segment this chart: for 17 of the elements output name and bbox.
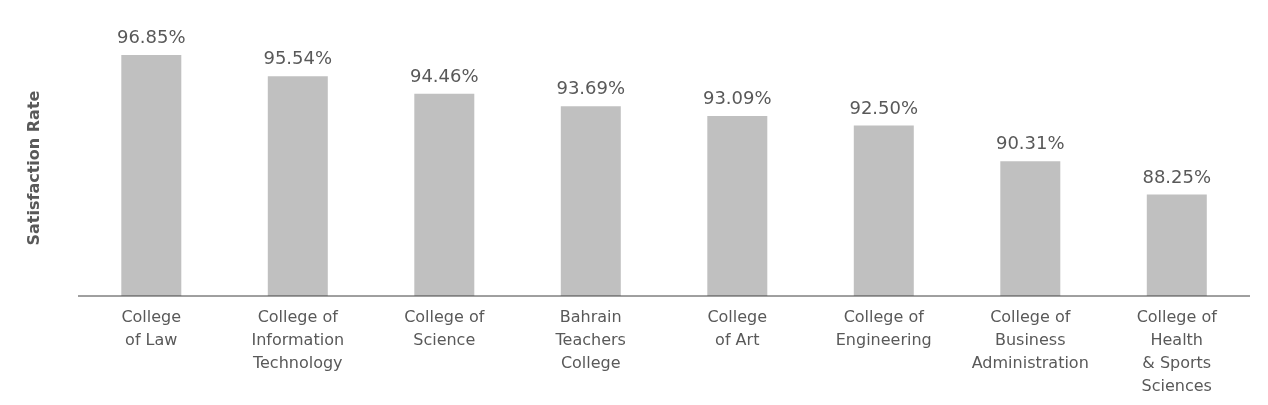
x-tick-label: College of Science bbox=[404, 307, 485, 349]
x-tick-label: Bahrain Teachers College bbox=[554, 307, 626, 372]
x-tick-label: College of Law bbox=[121, 307, 182, 349]
x-tick-label: College of Engineering bbox=[835, 307, 932, 349]
x-tick-label: College of Information Technology bbox=[251, 307, 345, 372]
x-tick-label: College of Art bbox=[707, 307, 768, 349]
x-tick-label: College of Business Administration bbox=[971, 307, 1089, 372]
data-label: 96.85% bbox=[116, 26, 186, 47]
data-label: 94.46% bbox=[409, 64, 479, 86]
data-label: 93.09% bbox=[702, 87, 772, 109]
data-label: 93.69% bbox=[556, 77, 626, 99]
data-label: 88.25% bbox=[1142, 165, 1212, 187]
data-label: 92.50% bbox=[849, 96, 919, 118]
y-axis-title: Satisfaction Rate bbox=[23, 90, 43, 246]
data-label: 95.54% bbox=[263, 47, 333, 69]
data-label: 90.31% bbox=[995, 132, 1065, 154]
x-tick-label: College of Health & Sports Sciences bbox=[1136, 307, 1218, 395]
